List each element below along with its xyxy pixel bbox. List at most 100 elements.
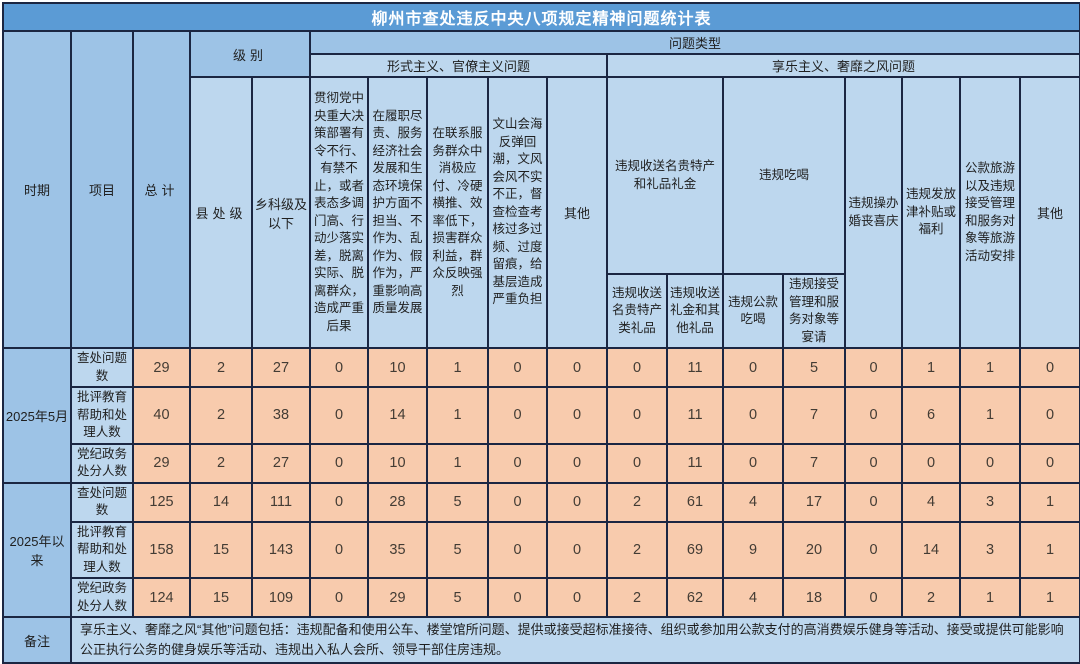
value-cell: 0 — [844, 386, 903, 445]
value-cell: 17 — [782, 481, 846, 523]
value-cell: 5 — [426, 520, 489, 579]
value-cell: 1 — [1018, 520, 1080, 579]
value-cell: 0 — [487, 520, 548, 579]
value-cell: 0 — [487, 577, 548, 618]
value-cell: 62 — [666, 577, 724, 618]
value-cell: 0 — [1018, 347, 1080, 388]
value-cell: 2 — [606, 520, 668, 579]
value-cell: 28 — [367, 481, 428, 523]
value-cell: 0 — [546, 347, 608, 388]
value-cell: 0 — [844, 347, 903, 388]
value-cell: 38 — [251, 386, 311, 445]
header-formalism-col-4: 文山会海反弹回潮，文风会风不实不正，督查检查考核过多过频、过度留痕，给基层造成严… — [487, 76, 548, 349]
value-cell: 15 — [189, 577, 253, 618]
value-cell: 0 — [844, 481, 903, 523]
title-row: 柳州市查处违反中央八项规定精神问题统计表 — [1, 2, 1080, 32]
value-cell: 0 — [546, 386, 608, 445]
note-row: 备注 享乐主义、奢靡之风“其他”问题包括：违规配备和使用公车、楼堂馆所问题、提供… — [2, 615, 1080, 664]
value-cell: 0 — [309, 386, 369, 445]
value-cell: 0 — [487, 481, 548, 523]
table-row: 党纪政务处分人数 124 15 109 0 29 5 0 0 2 62 4 18… — [3, 577, 1080, 618]
value-cell: 0 — [844, 442, 903, 484]
value-cell: 14 — [189, 481, 253, 523]
table-row: 批评教育帮助和处理人数 40 2 38 0 14 1 0 0 0 11 0 7 … — [3, 386, 1080, 445]
header-level-group: 级别 — [189, 30, 311, 78]
value-cell: 109 — [251, 577, 311, 618]
row-label: 查处问题数 — [70, 347, 134, 388]
row-label: 党纪政务处分人数 — [70, 577, 134, 618]
value-cell: 0 — [606, 347, 668, 388]
row-label: 批评教育帮助和处理人数 — [70, 520, 134, 579]
header-gifts-group: 违规收送名贵特产和礼品礼金 — [606, 76, 724, 275]
page-title: 柳州市查处违反中央八项规定精神问题统计表 — [1, 2, 1080, 32]
value-cell: 0 — [722, 442, 784, 484]
value-cell: 5 — [426, 481, 489, 523]
value-cell: 0 — [1018, 442, 1080, 484]
header-formalism-other: 其他 — [546, 76, 608, 349]
value-cell: 0 — [606, 386, 668, 445]
header-level-township: 乡科级及以下 — [251, 76, 311, 349]
value-cell: 1 — [959, 577, 1021, 618]
value-cell: 40 — [132, 386, 191, 445]
value-cell: 0 — [546, 481, 608, 523]
value-cell: 61 — [666, 481, 724, 523]
period-cell: 2025年以来 — [2, 481, 72, 618]
header-row-groups: 时期 项目 总计 级别 问题类型 — [2, 30, 1080, 349]
value-cell: 5 — [426, 577, 489, 618]
value-cell: 4 — [722, 481, 784, 523]
value-cell: 2 — [606, 481, 668, 523]
header-level-county: 县处级 — [189, 76, 253, 349]
header-period: 时期 — [2, 30, 72, 349]
value-cell: 0 — [844, 577, 903, 618]
value-cell: 6 — [901, 386, 961, 445]
value-cell: 35 — [367, 520, 428, 579]
value-cell: 0 — [546, 442, 608, 484]
value-cell: 5 — [782, 347, 846, 388]
value-cell: 0 — [606, 442, 668, 484]
value-cell: 15 — [189, 520, 253, 579]
value-cell: 14 — [901, 520, 961, 579]
value-cell: 158 — [132, 520, 191, 579]
value-cell: 10 — [367, 347, 428, 388]
table-row: 党纪政务处分人数 29 2 27 0 10 1 0 0 0 11 0 7 0 0… — [3, 442, 1080, 484]
header-hedonism-weddings: 违规操办婚丧喜庆 — [844, 76, 903, 349]
value-cell: 0 — [546, 520, 608, 579]
header-dining-group: 违规吃喝 — [722, 76, 846, 275]
value-cell: 1 — [426, 386, 489, 445]
value-cell: 1 — [1018, 481, 1080, 523]
value-cell: 1 — [959, 347, 1021, 388]
value-cell: 0 — [722, 386, 784, 445]
value-cell: 1 — [426, 347, 489, 388]
value-cell: 0 — [487, 442, 548, 484]
value-cell: 0 — [959, 442, 1021, 484]
value-cell: 143 — [251, 520, 311, 579]
header-row-columns: 县处级 乡科级及以下 贯彻党中央重大决策部署有令不行、有禁不止，或者表态多调门高… — [3, 76, 1080, 349]
value-cell: 0 — [309, 347, 369, 388]
value-cell: 0 — [309, 442, 369, 484]
value-cell: 0 — [309, 520, 369, 579]
value-cell: 69 — [666, 520, 724, 579]
header-item: 项目 — [70, 30, 134, 349]
header-hedonism-group: 享乐主义、奢靡之风问题 — [605, 53, 1080, 78]
value-cell: 2 — [189, 386, 253, 445]
value-cell: 2 — [606, 577, 668, 618]
header-formalism-col-1: 贯彻党中央重大决策部署有令不行、有禁不止，或者表态多调门高、行动少落实差，脱离实… — [309, 76, 369, 349]
note-text: 享乐主义、奢靡之风“其他”问题包括：违规配备和使用公车、楼堂馆所问题、提供或接受… — [69, 615, 1080, 664]
value-cell: 2 — [189, 442, 253, 484]
header-gifts-specialty: 违规收送名贵特产类礼品 — [606, 273, 668, 349]
table-row: 2025年以来 查处问题数 125 14 111 0 28 5 0 0 2 61… — [2, 481, 1080, 618]
value-cell: 1 — [426, 442, 489, 484]
value-cell: 125 — [132, 481, 191, 523]
value-cell: 29 — [132, 442, 191, 484]
value-cell: 0 — [309, 481, 369, 523]
value-cell: 11 — [666, 386, 724, 445]
value-cell: 27 — [251, 442, 311, 484]
header-hedonism-other: 其他 — [1018, 76, 1080, 349]
value-cell: 1 — [901, 347, 961, 388]
header-dining-public-funds: 违规公款吃喝 — [722, 273, 784, 349]
value-cell: 0 — [487, 386, 548, 445]
value-cell: 7 — [782, 386, 846, 445]
header-total: 总计 — [132, 30, 191, 349]
header-dining-banquets: 违规接受管理和服务对象等宴请 — [782, 273, 846, 349]
